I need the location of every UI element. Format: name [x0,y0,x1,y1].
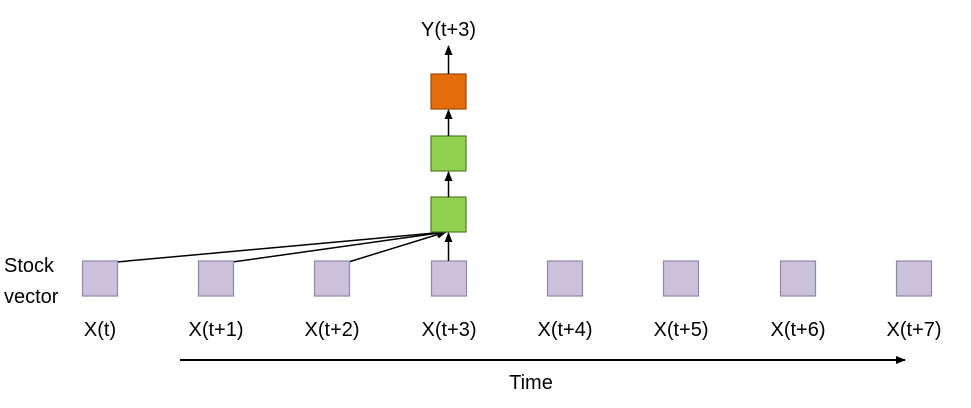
hidden-node-2 [430,135,467,172]
connection-line-0 [116,228,447,263]
stock-vector-label-line1: Stock [4,255,55,277]
connection-line-1 [232,229,447,263]
input-node-2 [313,260,351,297]
connection-line-2 [348,230,447,263]
time-axis-label: Time [509,372,553,394]
input-node-4 [546,260,584,297]
input-label-2: X(t+2) [304,319,359,341]
hidden-node-1 [430,196,467,233]
input-node-7 [895,260,933,297]
output-label: Y(t+3) [421,19,476,41]
input-label-4: X(t+4) [537,319,592,341]
input-label-7: X(t+7) [886,319,941,341]
input-label-5: X(t+5) [653,319,708,341]
input-node-5 [662,260,700,297]
input-label-1: X(t+1) [188,319,243,341]
output-node [430,73,467,110]
input-node-6 [779,260,817,297]
input-label-3: X(t+3) [421,319,476,341]
input-label-6: X(t+6) [770,319,825,341]
input-label-0: X(t) [84,319,116,341]
input-node-0 [81,260,119,297]
input-nodes [81,260,933,297]
stock-vector-label-line2: vector [4,286,59,308]
connection-lines [116,228,447,263]
input-node-3 [430,260,468,297]
input-labels: X(t) X(t+1) X(t+2) X(t+3) X(t+4) X(t+5) X(t+6)… [84,319,942,341]
input-node-1 [197,260,235,297]
